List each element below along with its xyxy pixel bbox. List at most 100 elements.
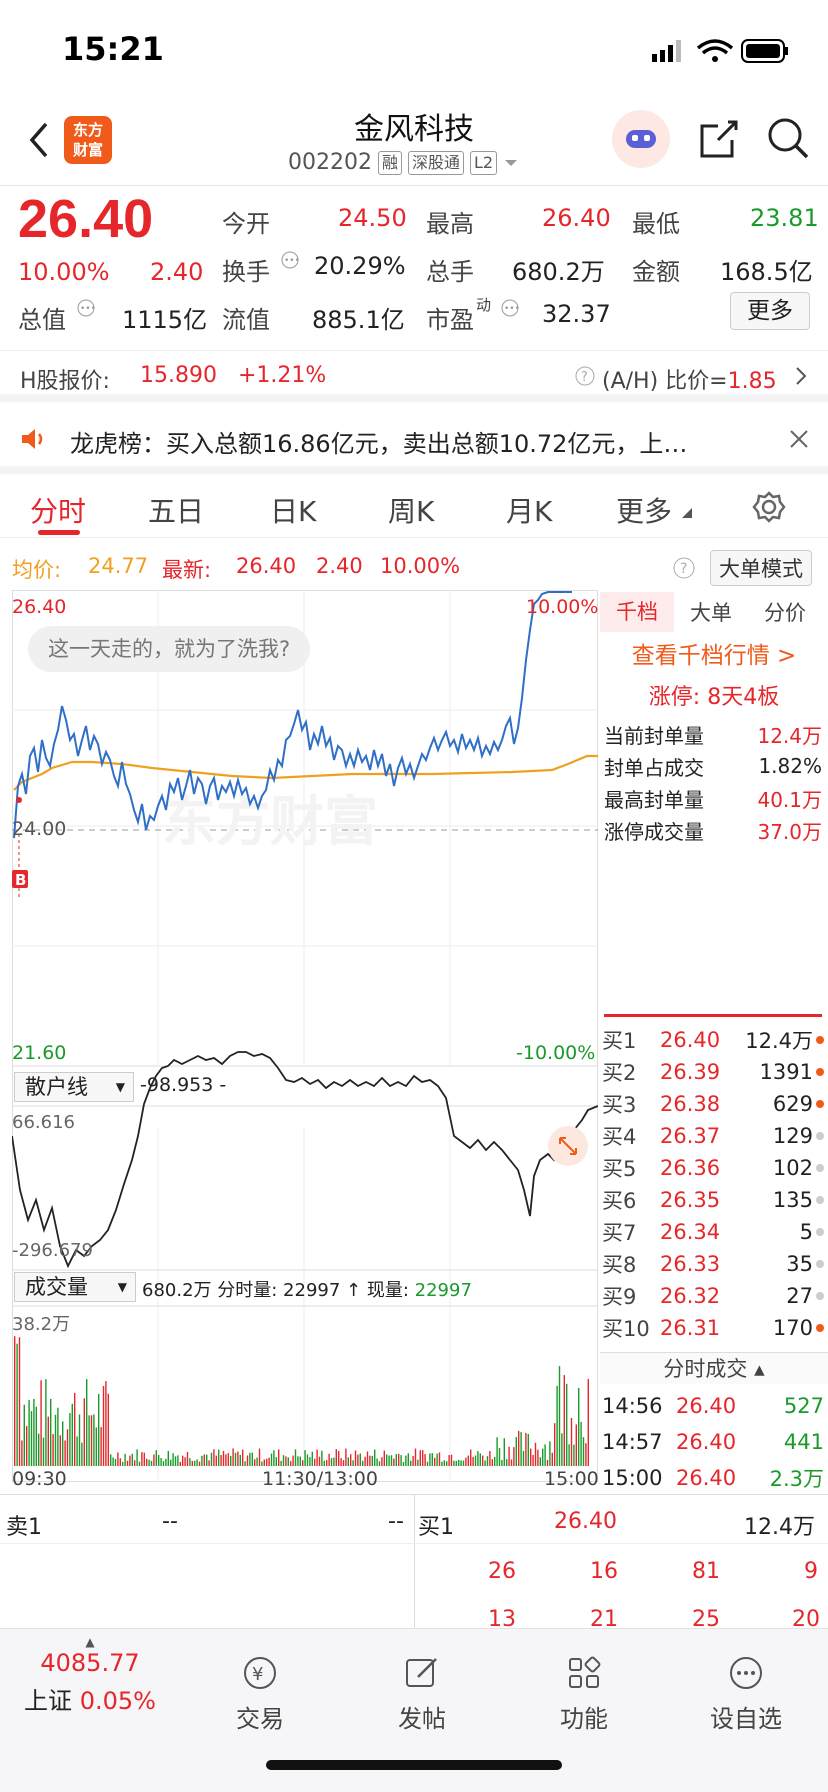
info-icon[interactable]: ••• — [500, 298, 520, 318]
stock-code-row[interactable]: 002202 融 深股通 L2 — [288, 150, 519, 175]
volume-bar — [179, 1461, 181, 1466]
volume-bar — [546, 1459, 549, 1466]
volume-bar — [326, 1460, 328, 1466]
volume-bar — [338, 1450, 340, 1466]
volume-bar — [309, 1457, 311, 1466]
volume-bar — [390, 1455, 393, 1466]
intraday-chart[interactable]: 东方财富 B — [12, 590, 598, 1482]
svg-text:•••: ••• — [504, 304, 520, 314]
status-dot — [816, 1036, 824, 1044]
volume-bar — [234, 1452, 237, 1466]
back-icon[interactable] — [26, 120, 50, 160]
volume-header: 680.2万 分时量: 22997 ↑ 现量: 22997 — [142, 1280, 472, 1301]
h-share-row[interactable]: H股报价: 15.890 +1.21% ? (A/H) 比价=1.85 — [0, 350, 828, 402]
trade-button[interactable]: ¥ 交易 — [200, 1653, 320, 1734]
tag-l2: L2 — [470, 150, 498, 175]
tab-weekly-k[interactable]: 周K — [388, 495, 435, 528]
expand-icon[interactable] — [548, 1126, 588, 1166]
close-icon[interactable] — [788, 428, 810, 450]
volume-bar — [330, 1458, 333, 1466]
big-order-mode-button[interactable]: 大单模式 — [710, 550, 812, 586]
view-depth-link[interactable]: 查看千档行情 > — [631, 643, 797, 669]
share-icon[interactable] — [698, 118, 740, 160]
volume-bar — [323, 1460, 325, 1466]
volume-bar — [474, 1455, 477, 1466]
volume-bar — [210, 1452, 213, 1466]
volume-bar — [542, 1448, 544, 1466]
volume-bar — [342, 1460, 345, 1466]
robot-assistant-icon[interactable] — [612, 110, 670, 168]
status-icons — [652, 39, 788, 63]
stat-row: 当前封单量 12.4万 — [604, 723, 822, 748]
volume-label: 总手 — [426, 258, 474, 286]
volume-bar — [222, 1450, 225, 1466]
tab-five-day[interactable]: 五日 — [148, 495, 205, 528]
stat-row: 涨停成交量 37.0万 — [604, 819, 822, 844]
volume-bar — [503, 1438, 505, 1466]
mktcap-value: 1115亿 — [122, 306, 208, 334]
volume-bar — [194, 1460, 196, 1466]
volume-bar — [134, 1460, 136, 1466]
volume-bar — [254, 1459, 256, 1466]
volume-bar — [160, 1458, 162, 1466]
search-icon[interactable] — [766, 116, 810, 160]
trade-row: 15:00 26.40 2.3万 — [602, 1466, 824, 1491]
low-value: 23.81 — [750, 204, 819, 232]
volume-bar — [86, 1379, 88, 1466]
volume-bar — [268, 1457, 270, 1466]
float-label: 流值 — [222, 306, 270, 334]
volume-bar — [182, 1455, 184, 1466]
status-dot — [816, 1228, 824, 1236]
info-icon[interactable]: ••• — [76, 298, 96, 318]
tab-daily-k[interactable]: 日K — [270, 495, 317, 528]
volume-bar — [52, 1434, 54, 1466]
notice-bar[interactable]: 龙虎榜：买入总额16.86亿元，卖出总额10.72亿元，上… — [0, 410, 828, 474]
post-button[interactable]: 发帖 — [362, 1653, 482, 1734]
functions-button[interactable]: 功能 — [524, 1653, 644, 1734]
volume-bar — [218, 1449, 220, 1466]
h-share-price: 15.890 — [140, 363, 217, 388]
gear-icon[interactable] — [752, 490, 786, 524]
volume-bar — [292, 1455, 294, 1466]
volume-bar — [170, 1459, 172, 1466]
volume-bar — [30, 1411, 33, 1466]
tab-intraday[interactable]: 分时 — [30, 495, 87, 528]
volume-bar — [172, 1453, 174, 1466]
volume-bar — [244, 1461, 246, 1466]
chat-bubble[interactable]: 这一天走的，就为了洗我? — [28, 626, 311, 672]
tab-price-dist[interactable]: 分价 — [764, 601, 806, 625]
help-icon[interactable]: ? — [574, 365, 596, 387]
status-dot — [816, 1100, 824, 1108]
add-watchlist-button[interactable]: 设自选 — [686, 1653, 806, 1734]
tab-monthly-k[interactable]: 月K — [506, 495, 553, 528]
volume-bars — [14, 1336, 589, 1466]
volume-bar — [580, 1421, 582, 1466]
volume-bar — [494, 1456, 496, 1466]
volume-bar — [587, 1378, 589, 1466]
volume-bar — [354, 1450, 357, 1466]
volume-bar — [126, 1460, 129, 1466]
help-icon[interactable]: ? — [672, 556, 696, 580]
volume-bar — [153, 1454, 155, 1466]
volume-bar — [81, 1442, 83, 1466]
tab-big-order[interactable]: 大单 — [690, 601, 732, 625]
volume-max: 38.2万 — [12, 1314, 71, 1335]
volume-bar — [410, 1460, 412, 1466]
indicator-select[interactable]: 散户线 ▼ — [14, 1072, 134, 1102]
status-dot — [816, 1164, 824, 1172]
order-book-row: 买2 26.39 1391 — [602, 1056, 824, 1088]
index-ticker[interactable]: ▲ 4085.77 上证 0.05% — [24, 1635, 156, 1715]
volume-bar — [273, 1450, 275, 1466]
tab-more[interactable]: 更多 — [616, 495, 673, 528]
info-icon[interactable]: ••• — [280, 250, 300, 270]
volume-bar — [407, 1453, 409, 1466]
more-button[interactable]: 更多 — [730, 292, 810, 330]
volume-bar — [537, 1449, 539, 1466]
volume-bar — [186, 1451, 189, 1466]
tab-thousand-level[interactable]: 千档 — [600, 592, 674, 632]
volume-select[interactable]: 成交量 ▼ — [14, 1272, 136, 1302]
buy-marker: B — [15, 871, 26, 889]
volume-value: 680.2万 — [512, 258, 605, 286]
volume-bar — [102, 1385, 105, 1466]
trades-header[interactable]: 分时成交 ▴ — [600, 1352, 828, 1384]
